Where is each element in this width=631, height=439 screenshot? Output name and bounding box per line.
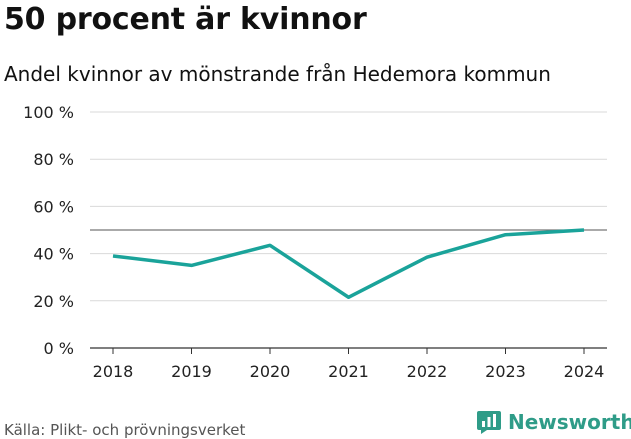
y-tick-label: 40 % <box>33 245 74 264</box>
brand-name: Newsworthy <box>508 410 631 434</box>
bar-chart-logo-icon <box>477 411 501 434</box>
chart-title: 50 procent är kvinnor <box>4 2 367 37</box>
x-tick-label: 2024 <box>564 362 605 381</box>
source-note: Källa: Plikt- och prövningsverket <box>4 421 246 439</box>
series-lines <box>112 228 585 300</box>
x-tick-label: 2021 <box>328 362 369 381</box>
y-tick-label: 0 % <box>44 339 74 358</box>
y-axis-ticks: 0 % 20 % 40 % 60 % 80 % 100 % <box>23 103 74 358</box>
series-line <box>112 228 585 300</box>
x-axis-ticks: 2018 2019 2020 2021 2022 2023 2024 <box>93 348 605 381</box>
chart-subtitle: Andel kvinnor av mönstrande från Hedemor… <box>4 62 551 86</box>
x-tick-label: 2023 <box>485 362 526 381</box>
x-tick-label: 2022 <box>407 362 448 381</box>
y-tick-label: 80 % <box>33 150 74 169</box>
y-tick-label: 20 % <box>33 292 74 311</box>
x-tick-label: 2019 <box>171 362 212 381</box>
x-tick-label: 2018 <box>93 362 134 381</box>
y-tick-label: 60 % <box>33 197 74 216</box>
y-tick-label: 100 % <box>23 103 74 122</box>
brand-logo: Newsworthy <box>476 408 631 436</box>
x-tick-label: 2020 <box>250 362 291 381</box>
